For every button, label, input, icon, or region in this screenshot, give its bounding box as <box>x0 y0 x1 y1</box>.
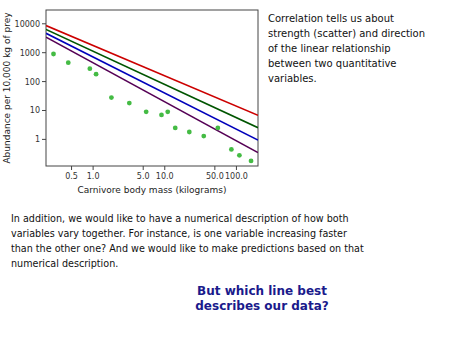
scatter-point <box>66 60 71 65</box>
y-tick <box>42 52 46 53</box>
annotation: Correlation tells us about strength (scat… <box>268 13 425 84</box>
y-axis-label: Abundance per 10,000 kg of prey <box>2 12 12 164</box>
annotation-line: Correlation tells us about <box>268 13 394 24</box>
annotation-line: than the other one? And we would like to… <box>11 243 364 254</box>
fit-line <box>46 26 258 116</box>
scatter-point <box>127 101 132 106</box>
y-tick-label: 1000 <box>20 49 40 58</box>
annotation-line: But which line best <box>197 284 327 298</box>
scatter-point <box>229 147 234 152</box>
plot-frame <box>46 10 258 166</box>
fit-line <box>46 37 258 152</box>
plot-marks <box>46 26 258 164</box>
x-axis-label: Carnivore body mass (kilograms) <box>77 185 226 195</box>
annotation-line: strength (scatter) and direction <box>268 28 425 39</box>
scatter-point <box>159 113 164 118</box>
annotation-line: In addition, we would like to have a num… <box>11 213 348 224</box>
annotation-line: variables vary together. For instance, i… <box>11 228 347 239</box>
x-tick <box>214 166 215 170</box>
annotation-line: between two quantitative <box>268 58 397 69</box>
points <box>51 52 253 164</box>
annotation: But which line bestdescribes our data? <box>195 284 328 313</box>
scatter-point <box>109 95 114 100</box>
x-tick-label: 50.0 <box>206 172 224 181</box>
x-tick <box>143 166 144 170</box>
scatter-point <box>187 130 192 135</box>
y-tick <box>42 139 46 140</box>
y-tick <box>42 110 46 111</box>
x-tick-label: 1.0 <box>87 172 100 181</box>
y-tick-label: 10 <box>30 106 40 115</box>
x-tick <box>71 166 72 170</box>
x-tick-label: 5.0 <box>137 172 150 181</box>
fit-line <box>46 29 258 127</box>
x-tick <box>236 166 237 170</box>
scatter-point <box>237 153 242 158</box>
scatter-point <box>144 109 149 114</box>
x-tick <box>164 166 165 170</box>
x-tick-label: 0.5 <box>65 172 78 181</box>
annotation: In addition, we would like to have a num… <box>11 213 364 269</box>
annotation-line: describes our data? <box>195 299 328 313</box>
scatter-point <box>249 159 254 164</box>
lines <box>46 26 258 153</box>
y-tick <box>42 81 46 82</box>
scatter-point <box>94 72 99 77</box>
scatter-point <box>165 109 170 114</box>
scatter-point <box>51 52 56 57</box>
scatter-point <box>201 134 206 139</box>
annotation-line: numerical description. <box>11 258 118 269</box>
page: 0.5 1.0 5.0 10.0 50.0100.0 1 10 100 1000 10000 Car… <box>0 0 450 338</box>
axes: 0.5 1.0 5.0 10.0 50.0100.0 1 10 100 1000 10000 Car… <box>2 12 248 195</box>
fit-line <box>46 33 258 140</box>
y-tick-label: 1 <box>35 135 40 144</box>
scatter-point <box>87 66 92 71</box>
y-tick-label: 100 <box>25 78 40 87</box>
scatter-point <box>215 125 220 130</box>
y-tick-label: 10000 <box>15 20 40 29</box>
annotation-line: of the linear relationship <box>268 43 391 54</box>
annotation-line: variables. <box>268 73 317 84</box>
scatter-point <box>173 125 178 130</box>
x-tick-label: 100.0 <box>225 172 248 181</box>
y-tick <box>42 23 46 24</box>
x-tick <box>93 166 94 170</box>
x-tick-label: 10.0 <box>156 172 174 181</box>
